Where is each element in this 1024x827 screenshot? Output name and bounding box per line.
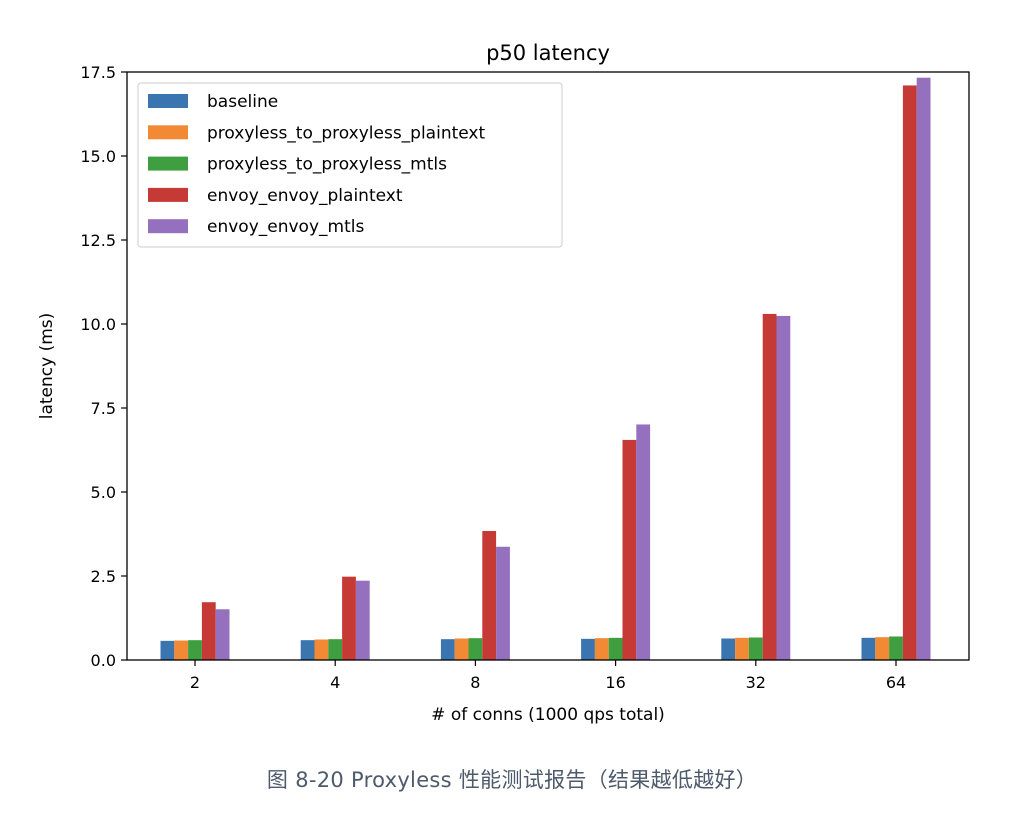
bar-envoy-envoy-plaintext-4 — [342, 576, 356, 660]
bar-proxyless-to-proxyless-mtls-32 — [748, 637, 763, 660]
legend-box — [137, 82, 563, 248]
y-tick-label: 12.5 — [80, 231, 116, 250]
x-tick-label: 4 — [330, 673, 340, 692]
bar-envoy-envoy-mtls-64 — [916, 77, 931, 661]
bar-proxyless-to-proxyless-mtls-4 — [328, 639, 343, 660]
legend-entry-proxyless-to-proxyless-mtls: proxyless_to_proxyless_mtls — [207, 155, 447, 175]
chart-title: p50 latency — [486, 41, 610, 65]
bar-envoy-envoy-plaintext-32 — [762, 313, 777, 660]
bar-envoy-envoy-plaintext-16 — [622, 439, 637, 660]
x-axis: 2 4 8 16 32 64 — [190, 660, 906, 692]
legend-entry-proxyless-to-proxyless-plaintext: proxyless_to_proxyless_plaintext — [207, 123, 485, 143]
bar-proxyless-to-proxyless-plaintext-4 — [314, 639, 329, 660]
x-tick-label: 8 — [470, 673, 480, 692]
x-tick-label: 16 — [605, 673, 625, 692]
bar-proxyless-to-proxyless-plaintext-8 — [454, 638, 469, 660]
bar-baseline-64 — [861, 637, 876, 660]
bar-proxyless-to-proxyless-plaintext-2 — [174, 640, 189, 660]
bar-envoy-envoy-plaintext-2 — [201, 602, 216, 660]
bar-baseline-8 — [440, 639, 455, 660]
bar-envoy-envoy-mtls-32 — [776, 315, 791, 660]
y-axis-label: latency (ms) — [37, 313, 57, 420]
x-axis-label: # of conns (1000 qps total) — [431, 705, 665, 725]
bar-series-group — [160, 77, 931, 661]
y-axis: 0.0 2.5 5.0 7.5 10.0 12.5 15.0 17.5 — [80, 63, 127, 670]
bar-baseline-32 — [721, 638, 736, 660]
y-tick-label: 0.0 — [91, 651, 116, 670]
bar-envoy-envoy-plaintext-8 — [482, 530, 497, 660]
legend: baseline proxyless_to_proxyless_plaintext… — [137, 82, 563, 248]
legend-entry-envoy-envoy-plaintext: envoy_envoy_plaintext — [207, 186, 403, 206]
bar-envoy-envoy-plaintext-64 — [902, 85, 917, 660]
x-tick-label: 64 — [886, 673, 906, 692]
bar-chart: p50 latency 0.0 2.5 5.0 7.5 10.0 12.5 15.0 17.5… — [37, 41, 970, 725]
y-tick-label: 17.5 — [80, 63, 116, 82]
bar-proxyless-to-proxyless-plaintext-16 — [594, 638, 609, 660]
legend-entry-baseline: baseline — [207, 92, 278, 112]
x-tick-label: 32 — [746, 673, 766, 692]
bar-envoy-envoy-mtls-16 — [636, 424, 651, 660]
bar-proxyless-to-proxyless-plaintext-64 — [875, 637, 890, 660]
bar-proxyless-to-proxyless-plaintext-32 — [735, 637, 749, 660]
legend-swatch — [148, 125, 188, 140]
bar-baseline-16 — [581, 638, 595, 660]
y-tick-label: 15.0 — [80, 147, 116, 166]
bar-proxyless-to-proxyless-mtls-16 — [608, 637, 623, 660]
plot-area-frame — [126, 71, 970, 661]
legend-swatch — [148, 156, 188, 171]
bar-proxyless-to-proxyless-mtls-2 — [188, 640, 202, 660]
y-tick-label: 5.0 — [91, 483, 116, 502]
y-tick-label: 7.5 — [91, 399, 116, 418]
bar-envoy-envoy-mtls-4 — [355, 580, 370, 660]
bar-envoy-envoy-mtls-2 — [215, 609, 230, 660]
legend-swatch — [148, 94, 188, 108]
bar-baseline-2 — [160, 640, 175, 660]
y-tick-label: 10.0 — [80, 315, 116, 334]
y-tick-label: 2.5 — [91, 567, 116, 586]
legend-swatch — [148, 187, 188, 202]
legend-entry-envoy-envoy-mtls: envoy_envoy_mtls — [207, 217, 364, 237]
bar-proxyless-to-proxyless-mtls-8 — [468, 638, 483, 660]
bar-proxyless-to-proxyless-mtls-64 — [889, 636, 903, 660]
x-tick-label: 2 — [190, 673, 200, 692]
bar-baseline-4 — [300, 640, 315, 660]
figure-caption: 图 8-20 Proxyless 性能测试报告（结果越低越好） — [266, 768, 758, 792]
legend-swatch — [148, 219, 188, 234]
bar-envoy-envoy-mtls-8 — [496, 546, 510, 660]
